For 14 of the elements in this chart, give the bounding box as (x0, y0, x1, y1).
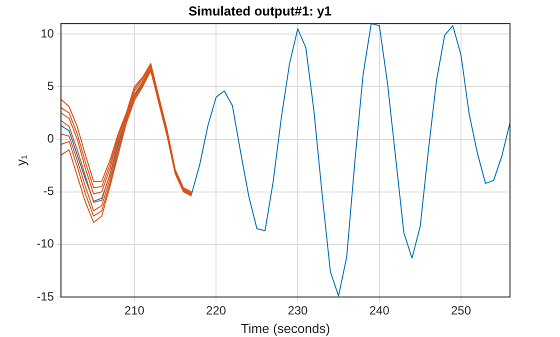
y-axis-title: y₁ (13, 154, 28, 166)
y-tick-label: 10 (40, 26, 54, 40)
y-tick-label: -5 (43, 184, 54, 198)
chart-title: Simulated output#1: y1 (188, 3, 332, 18)
x-tick-label: 240 (369, 304, 390, 318)
x-axis-title: Time (seconds) (240, 320, 330, 336)
y-tick-label: 0 (47, 132, 54, 146)
x-tick-label: 230 (288, 304, 308, 318)
y-tick-label: 5 (47, 79, 54, 94)
y-tick-label: -15 (36, 289, 54, 304)
y-tick-label: -10 (36, 236, 54, 251)
x-tick-label: 220 (206, 304, 226, 318)
x-tick-label: 250 (450, 304, 472, 318)
x-tick-label: 210 (124, 304, 145, 318)
